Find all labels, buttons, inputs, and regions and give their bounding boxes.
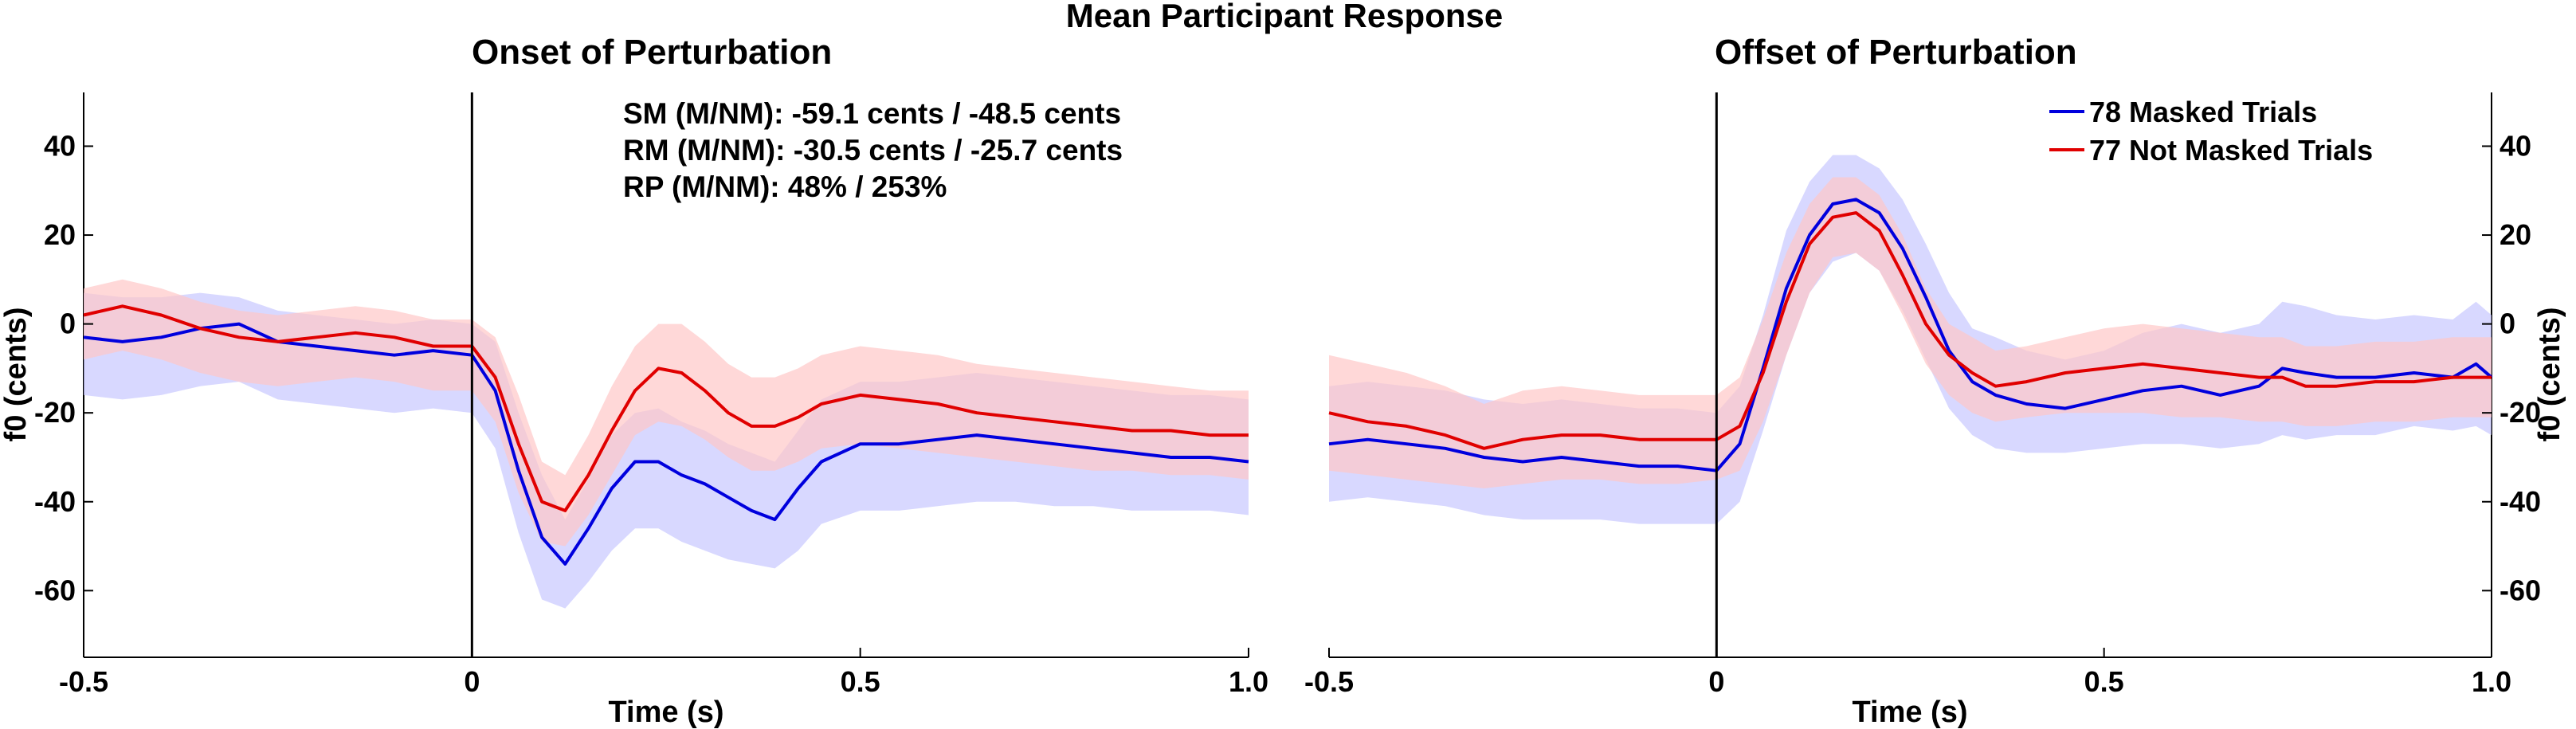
annotation-rp: RP (M/NM): 48% / 253%	[623, 170, 947, 203]
onset-bands	[84, 279, 1249, 609]
onset-x-tick-label: -0.5	[59, 665, 108, 698]
onset-y-tick-label: -20	[34, 396, 76, 429]
offset-y-ticks: 40 20 0 -20 -40 -60	[2482, 129, 2541, 606]
onset-panel-title: Onset of Perturbation	[472, 33, 832, 72]
offset-x-tick-label: 0.5	[2084, 665, 2124, 698]
offset-y-tick-label: -20	[2500, 396, 2541, 429]
onset-x-tick-label: 0	[464, 665, 480, 698]
offset-not-masked-confidence-band	[1329, 177, 2492, 488]
offset-bands	[1329, 155, 2492, 524]
annotation-rm: RM (M/NM): -30.5 cents / -25.7 cents	[623, 134, 1123, 167]
offset-not-masked-line	[1328, 211, 2492, 450]
onset-masked-line	[83, 322, 1249, 566]
onset-x-axis-label: Time (s)	[608, 696, 723, 729]
offset-x-tick-label: -0.5	[1304, 665, 1354, 698]
onset-y-tick-label: 0	[60, 308, 76, 340]
offset-x-tick-label: 1.0	[2472, 665, 2511, 698]
onset-panel: Onset of Perturbation 40 20 0 -20 -40 -60 -0.…	[0, 33, 1268, 729]
offset-y-tick-label: 40	[2500, 129, 2531, 162]
offset-x-axis-label: Time (s)	[1852, 696, 1967, 729]
offset-y-tick-label: -60	[2500, 574, 2541, 606]
onset-y-tick-label: 20	[44, 218, 76, 251]
onset-x-ticks: -0.5 0 0.5 1.0	[59, 648, 1268, 698]
offset-x-ticks: -0.5 0 0.5 1.0	[1304, 648, 2511, 698]
onset-x-tick-label: 0.5	[841, 665, 880, 698]
onset-not-masked-line	[83, 304, 1249, 512]
onset-y-ticks: 40 20 0 -20 -40 -60	[34, 129, 93, 606]
offset-y-axis-label: f0 (cents)	[2533, 308, 2566, 442]
offset-y-tick-label: 20	[2500, 218, 2531, 251]
offset-x-tick-label: 0	[1708, 665, 1724, 698]
onset-y-tick-label: -60	[34, 574, 76, 606]
onset-not-masked-confidence-band	[84, 279, 1249, 547]
onset-y-axis-label: f0 (cents)	[0, 308, 33, 442]
annotation-sm: SM (M/NM): -59.1 cents / -48.5 cents	[623, 97, 1121, 130]
offset-y-tick-label: -40	[2500, 485, 2541, 518]
legend-not-masked-label: 77 Not Masked Trials	[2089, 134, 2373, 167]
offset-y-tick-label: 0	[2500, 308, 2515, 340]
offset-panel-title: Offset of Perturbation	[1715, 33, 2077, 72]
figure-title: Mean Participant Response	[1066, 0, 1503, 34]
onset-y-tick-label: 40	[44, 129, 76, 162]
offset-masked-line	[1328, 198, 2493, 472]
legend-masked-label: 78 Masked Trials	[2089, 96, 2317, 128]
onset-lines	[83, 304, 1249, 566]
offset-lines	[1328, 198, 2493, 472]
onset-x-tick-label: 1.0	[1229, 665, 1268, 698]
onset-y-tick-label: -40	[34, 485, 76, 518]
legend: 78 Masked Trials 77 Not Masked Trials	[2049, 96, 2373, 167]
offset-panel: Offset of Perturbation 40 20 0 -20 -40 -60 -0…	[1304, 33, 2566, 729]
